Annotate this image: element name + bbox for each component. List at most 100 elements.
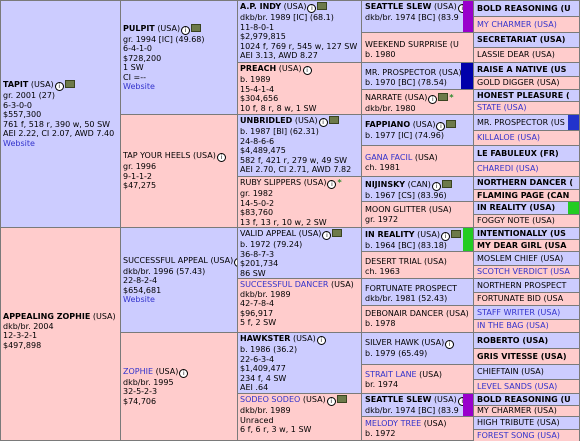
horse-name[interactable]: MY CHARMER (USA) [477, 406, 557, 416]
horse-name[interactable]: MR. PROSPECTOR (US [477, 117, 565, 127]
horse-name[interactable]: STATE (USA) [477, 103, 527, 113]
horse-name[interactable]: KILLALOE (USA) [477, 133, 541, 143]
horse-name[interactable]: HAWKSTER [240, 334, 291, 343]
horse-name[interactable]: STAFF WRITER (USA) [477, 307, 561, 317]
info-icon[interactable]: i [216, 153, 226, 163]
horse-name[interactable]: STRAIT LANE [365, 370, 417, 379]
horse-line: dkb/br. 1974 [BC] (83.9 [365, 406, 459, 415]
media-icon[interactable] [450, 230, 461, 238]
horse-name[interactable]: NORTHERN PROSPECT [477, 280, 567, 290]
horse-name[interactable]: FORTUNATE BID (USA [477, 294, 564, 304]
horse-line: 15-4-1-4 [240, 84, 275, 94]
info-icon[interactable]: i [326, 397, 336, 406]
horse-name[interactable]: BOLD REASONING (U [477, 394, 571, 404]
horse-line: 24-8-6-6 [240, 136, 275, 146]
info-icon[interactable]: i [307, 4, 317, 13]
info-icon[interactable]: i [234, 257, 237, 267]
horse-name[interactable]: CHIEFTAIN (USA) [477, 367, 544, 377]
website-link[interactable]: Website [123, 295, 155, 304]
horse-name[interactable]: SECRETARIAT (USA) [477, 35, 566, 45]
info-icon[interactable]: i [318, 118, 328, 127]
horse-line: gr. 1982 [240, 189, 274, 198]
horse-name[interactable]: NARRATE [365, 93, 403, 102]
media-icon[interactable] [191, 23, 202, 32]
info-icon[interactable]: i [179, 368, 189, 378]
horse-name[interactable]: ROBERTO (USA) [477, 335, 549, 345]
horse-name[interactable]: LE FABULEUX (FR) [477, 148, 559, 158]
horse-name[interactable]: MR. PROSPECTOR [365, 68, 437, 77]
horse-name[interactable]: HIGH TRIBUTE (USA) [477, 418, 560, 428]
horse-name[interactable]: MOSLEM CHIEF (USA) [477, 253, 564, 263]
horse-name[interactable]: SCOTCH VERDICT (USA [477, 267, 570, 277]
horse-name[interactable]: VALID APPEAL [240, 229, 297, 238]
horse-name[interactable]: PULPIT [123, 23, 155, 33]
horse-name[interactable]: FAPPIANO [365, 120, 411, 129]
info-icon[interactable]: i [316, 336, 326, 345]
info-icon[interactable]: i [302, 66, 312, 75]
media-icon[interactable] [336, 395, 347, 403]
horse-name[interactable]: SEATTLE SLEW [365, 395, 432, 404]
horse-name[interactable]: SUCCESSFUL DANCER [240, 280, 329, 289]
horse-name[interactable]: NIJINSKY [365, 180, 406, 189]
horse-name[interactable]: RUBY SLIPPERS [240, 178, 302, 187]
horse-name[interactable]: LEVEL SANDS (USA) [477, 381, 558, 391]
horse-name[interactable]: IN THE BAG (USA) [477, 321, 549, 331]
horse-line: 6 f, 6 r, 3 w, 1 SW [240, 425, 312, 434]
horse-name[interactable]: FLAMING PAGE (CAN [477, 190, 570, 200]
media-icon[interactable] [328, 116, 339, 124]
info-icon[interactable]: i [440, 232, 450, 241]
horse-name[interactable]: RAISE A NATIVE (US [477, 64, 567, 74]
horse-name[interactable]: CHAREDI (USA) [477, 164, 539, 174]
horse-name[interactable]: NORTHERN DANCER ( [477, 178, 574, 188]
info-icon[interactable]: i [436, 122, 446, 131]
horse-name[interactable]: ZOPHIE [123, 366, 154, 376]
horse-name[interactable]: DEBONAIR DANCER [365, 309, 444, 318]
horse-name[interactable]: PREACH [240, 64, 277, 73]
horse-name[interactable]: GANA FACIL [365, 153, 413, 162]
horse-name[interactable]: IN REALITY [365, 230, 415, 239]
horse-name[interactable]: SODEO SODEO [240, 395, 301, 404]
horse-name[interactable]: SILVER HAWK [365, 338, 419, 347]
horse-name[interactable]: MY DEAR GIRL (USA [477, 240, 567, 250]
horse-name[interactable]: SEATTLE SLEW [365, 2, 432, 11]
horse-name[interactable]: TAP YOUR HEELS [123, 151, 191, 161]
info-icon[interactable]: i [445, 340, 455, 349]
info-icon[interactable]: i [54, 82, 64, 91]
info-icon[interactable]: i [327, 180, 337, 189]
horse-name[interactable]: MELODY TREE [365, 419, 422, 428]
horse-name[interactable]: UNBRIDLED [240, 116, 293, 125]
dam-name[interactable]: APPEALING ZOPHIE [3, 312, 91, 321]
horse-name[interactable]: MOON GLITTER [365, 205, 427, 214]
media-icon[interactable] [332, 229, 343, 237]
horse-country: (USA) [421, 338, 445, 347]
media-icon[interactable] [438, 93, 449, 101]
horse-name[interactable]: GRIS VITESSE (USA) [477, 351, 567, 361]
horse-line: gr. 1994 [IC] (49.68) [123, 34, 205, 44]
horse-name[interactable]: BOLD REASONING (U [477, 3, 571, 13]
horse-name[interactable]: LASSIE DEAR (USA) [477, 50, 555, 60]
info-icon[interactable]: i [181, 25, 191, 35]
horse-name[interactable]: A.P. INDY [240, 2, 282, 11]
horse-name[interactable]: INTENTIONALLY (US [477, 228, 566, 238]
info-icon[interactable]: i [322, 231, 332, 240]
horse-name[interactable]: HONEST PLEASURE ( [477, 90, 570, 100]
horse-country: (USA) [298, 229, 322, 238]
media-icon[interactable] [317, 2, 328, 10]
horse-name[interactable]: SUCCESSFUL APPEAL [123, 255, 208, 265]
website-link[interactable]: Website [123, 82, 155, 91]
info-icon[interactable]: i [428, 95, 438, 104]
horse-name[interactable]: FOGGY NOTE (USA) [477, 216, 555, 226]
info-icon[interactable]: i [431, 182, 441, 191]
media-icon[interactable] [64, 80, 75, 88]
website-link[interactable]: Website [3, 138, 35, 148]
horse-name[interactable]: WEEKEND SURPRISE [365, 40, 448, 49]
horse-name[interactable]: FOREST SONG (USA) [477, 430, 560, 440]
media-icon[interactable] [441, 180, 452, 188]
media-icon[interactable] [446, 120, 457, 128]
horse-name[interactable]: GOLD DIGGER (USA) [477, 78, 560, 88]
horse-name[interactable]: FORTUNATE PROSPECT [365, 284, 458, 293]
horse-name[interactable]: DESERT TRIAL [365, 257, 422, 266]
horse-name[interactable]: IN REALITY (USA) [477, 203, 556, 213]
horse-name[interactable]: MY CHARMER (USA) [477, 19, 557, 29]
sire-name[interactable]: TAPIT [3, 80, 29, 89]
